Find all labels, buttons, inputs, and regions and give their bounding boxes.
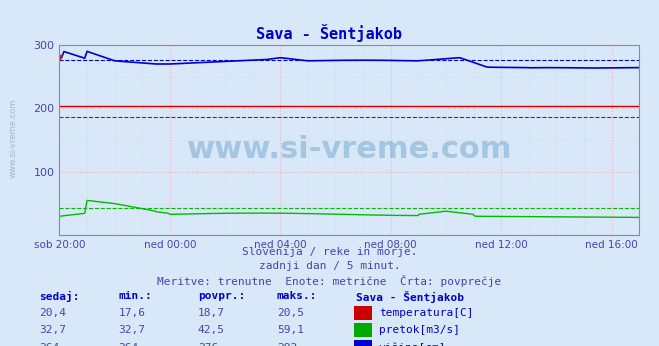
Text: 292: 292 [277,343,297,346]
Text: 32,7: 32,7 [119,325,146,335]
Text: 17,6: 17,6 [119,308,146,318]
Text: 264: 264 [40,343,60,346]
Text: temperatura[C]: temperatura[C] [379,308,473,318]
Text: 59,1: 59,1 [277,325,304,335]
Text: maks.:: maks.: [277,291,317,301]
Text: Meritve: trenutne  Enote: metrične  Črta: povprečje: Meritve: trenutne Enote: metrične Črta: … [158,275,501,287]
Text: 32,7: 32,7 [40,325,67,335]
Text: 264: 264 [119,343,139,346]
Text: www.si-vreme.com: www.si-vreme.com [9,99,18,178]
Text: 276: 276 [198,343,218,346]
Text: 20,4: 20,4 [40,308,67,318]
Text: www.si-vreme.com: www.si-vreme.com [186,135,512,164]
Text: sedaj:: sedaj: [40,291,80,302]
Text: 42,5: 42,5 [198,325,225,335]
Text: povpr.:: povpr.: [198,291,245,301]
Text: Sava - Šentjakob: Sava - Šentjakob [256,24,403,42]
Text: pretok[m3/s]: pretok[m3/s] [379,325,460,335]
Text: zadnji dan / 5 minut.: zadnji dan / 5 minut. [258,261,401,271]
Text: Slovenija / reke in morje.: Slovenija / reke in morje. [242,247,417,257]
Text: min.:: min.: [119,291,152,301]
Text: 18,7: 18,7 [198,308,225,318]
Text: višina[cm]: višina[cm] [379,343,446,346]
Text: 20,5: 20,5 [277,308,304,318]
Text: Sava - Šentjakob: Sava - Šentjakob [356,291,464,303]
